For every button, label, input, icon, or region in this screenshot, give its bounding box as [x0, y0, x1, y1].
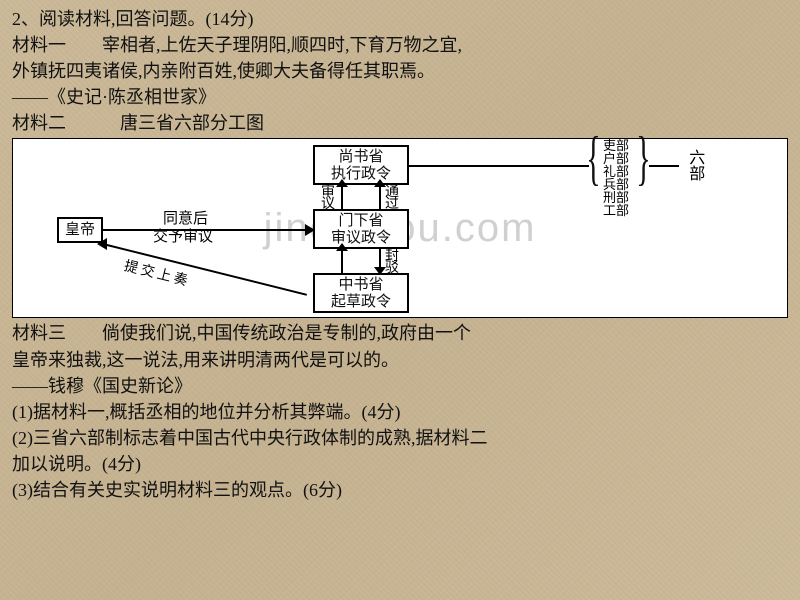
brace-left: { — [586, 131, 600, 185]
lbl-yi: 议 — [321, 195, 335, 215]
line-5: 材料二 唐三省六部分工图 — [12, 110, 788, 136]
box-shangshu: 尚书省 执行政令 — [313, 145, 409, 185]
line-12: (3)结合有关史实说明材料三的观点。(6分) — [12, 477, 788, 503]
shangshu-2: 执行政令 — [319, 166, 403, 183]
tri-emperor-menxia — [305, 224, 315, 236]
emperor-label: 皇帝 — [65, 222, 95, 238]
tri-up2 — [336, 243, 348, 251]
diagram-three-departments: jinchutou.com 皇帝 尚书省 执行政令 门下省 审议政令 中书省 起… — [12, 138, 788, 318]
line-six — [649, 165, 679, 167]
line-3: 外镇抚四夷诸侯,内亲附百姓,使卿大夫备得任其职焉。 — [12, 58, 788, 84]
arrow-emperor-menxia — [103, 229, 313, 231]
arrow-tong — [379, 185, 381, 209]
shangshu-1: 尚书省 — [319, 149, 403, 166]
menxia-2: 审议政令 — [319, 230, 403, 247]
zhongshu-1: 中书省 — [319, 277, 403, 294]
arrow-up2 — [341, 249, 343, 273]
six-label: 六部 — [683, 149, 706, 181]
tri-submit — [97, 238, 107, 250]
line-10: (2)三省六部制标志着中国古代中央行政体制的成熟,据材料二 — [12, 425, 788, 451]
line-1: 2、阅读材料,回答问题。(14分) — [12, 6, 788, 32]
document-content: 2、阅读材料,回答问题。(14分) 材料一 宰相者,上佐天子理阴阳,顺四时,下育… — [0, 0, 800, 509]
line-2: 材料一 宰相者,上佐天子理阴阳,顺四时,下育万物之宜, — [12, 32, 788, 58]
tri-shen — [336, 179, 348, 187]
line-6: 材料三 倘使我们说,中国传统政治是专制的,政府由一个 — [12, 320, 788, 346]
lbl-guo: 过 — [385, 195, 399, 215]
brace-right: } — [636, 131, 650, 185]
bu-5: 工部 — [603, 202, 629, 221]
line-7: 皇帝来独裁,这一说法,用来讲明清两代是可以的。 — [12, 347, 788, 373]
lbl-bo: 驳 — [385, 259, 399, 279]
zhongshu-2: 起草政令 — [319, 294, 403, 311]
menxia-1: 门下省 — [319, 213, 403, 230]
line-11: 加以说明。(4分) — [12, 451, 788, 477]
arrow-shen — [341, 185, 343, 209]
line-to-bu — [409, 165, 589, 167]
line-8: ——钱穆《国史新论》 — [12, 373, 788, 399]
line-4: ——《史记·陈丞相世家》 — [12, 84, 788, 110]
line-9: (1)据材料一,概括丞相的地位并分析其弊端。(4分) — [12, 399, 788, 425]
